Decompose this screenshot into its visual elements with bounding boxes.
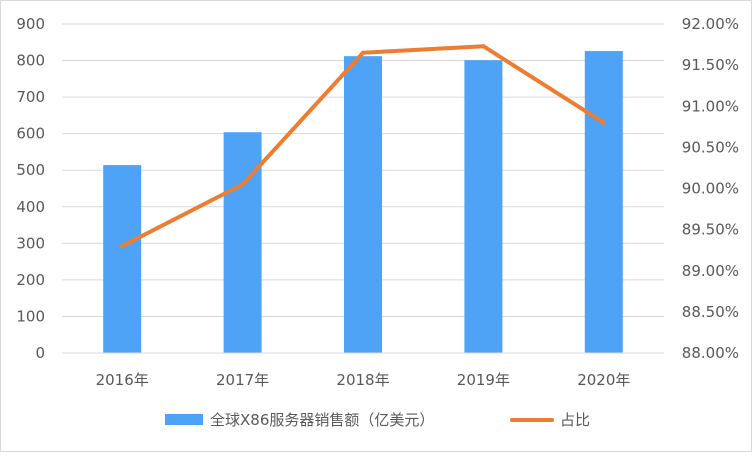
line-point (240, 182, 245, 187)
line-point (361, 50, 365, 55)
legend: 全球X86服务器销售额（亿美元） 占比 (165, 411, 590, 429)
y-right-tick-label: 90.50% (682, 138, 739, 156)
bar (584, 51, 623, 353)
y-right-tick-label: 88.00% (682, 344, 739, 362)
y-left-tick-label: 300 (16, 234, 45, 252)
y-right-tick-label: 89.50% (682, 221, 739, 239)
y-right-tick-label: 88.50% (682, 303, 739, 321)
x-tick-label: 2020年 (577, 371, 630, 389)
y-left-tick-label: 600 (16, 125, 45, 143)
bar-series (103, 51, 623, 354)
y-axis-left: 0 100 200 300 400 500 600 700 800 900 (16, 15, 45, 362)
line-point (601, 120, 606, 125)
y-left-tick-label: 900 (16, 15, 45, 33)
bar (223, 132, 262, 353)
x-tick-label: 2016年 (96, 371, 149, 389)
legend-label-bar: 全球X86服务器销售额（亿美元） (210, 411, 434, 429)
y-left-tick-label: 100 (16, 307, 45, 325)
x-tick-label: 2019年 (457, 371, 510, 389)
x-tick-label: 2017年 (216, 371, 269, 389)
bar (344, 56, 382, 354)
bar (464, 60, 503, 353)
y-left-tick-label: 0 (35, 344, 45, 362)
line-point (481, 44, 486, 49)
legend-swatch-bar (165, 414, 203, 425)
legend-label-line: 占比 (560, 411, 590, 429)
y-left-tick-label: 400 (16, 198, 45, 216)
bar (103, 165, 142, 353)
y-right-tick-label: 91.50% (682, 56, 739, 74)
y-left-tick-label: 800 (16, 52, 45, 70)
y-left-tick-label: 700 (16, 88, 45, 106)
line-series (120, 44, 606, 249)
y-right-tick-label: 92.00% (682, 15, 739, 33)
line-point (120, 244, 125, 249)
y-right-tick-label: 91.00% (682, 97, 739, 115)
x-tick-label: 2018年 (336, 371, 389, 389)
y-right-tick-label: 89.00% (682, 262, 739, 280)
y-left-tick-label: 500 (16, 161, 45, 179)
y-axis-right: 88.00% 88.50% 89.00% 89.50% 90.00% 90.50% 91.0… (682, 15, 739, 362)
y-right-tick-label: 90.00% (682, 180, 739, 198)
x-axis: 2016年 2017年 2018年 2019年 2020年 (62, 352, 664, 389)
y-left-tick-label: 200 (16, 271, 45, 289)
